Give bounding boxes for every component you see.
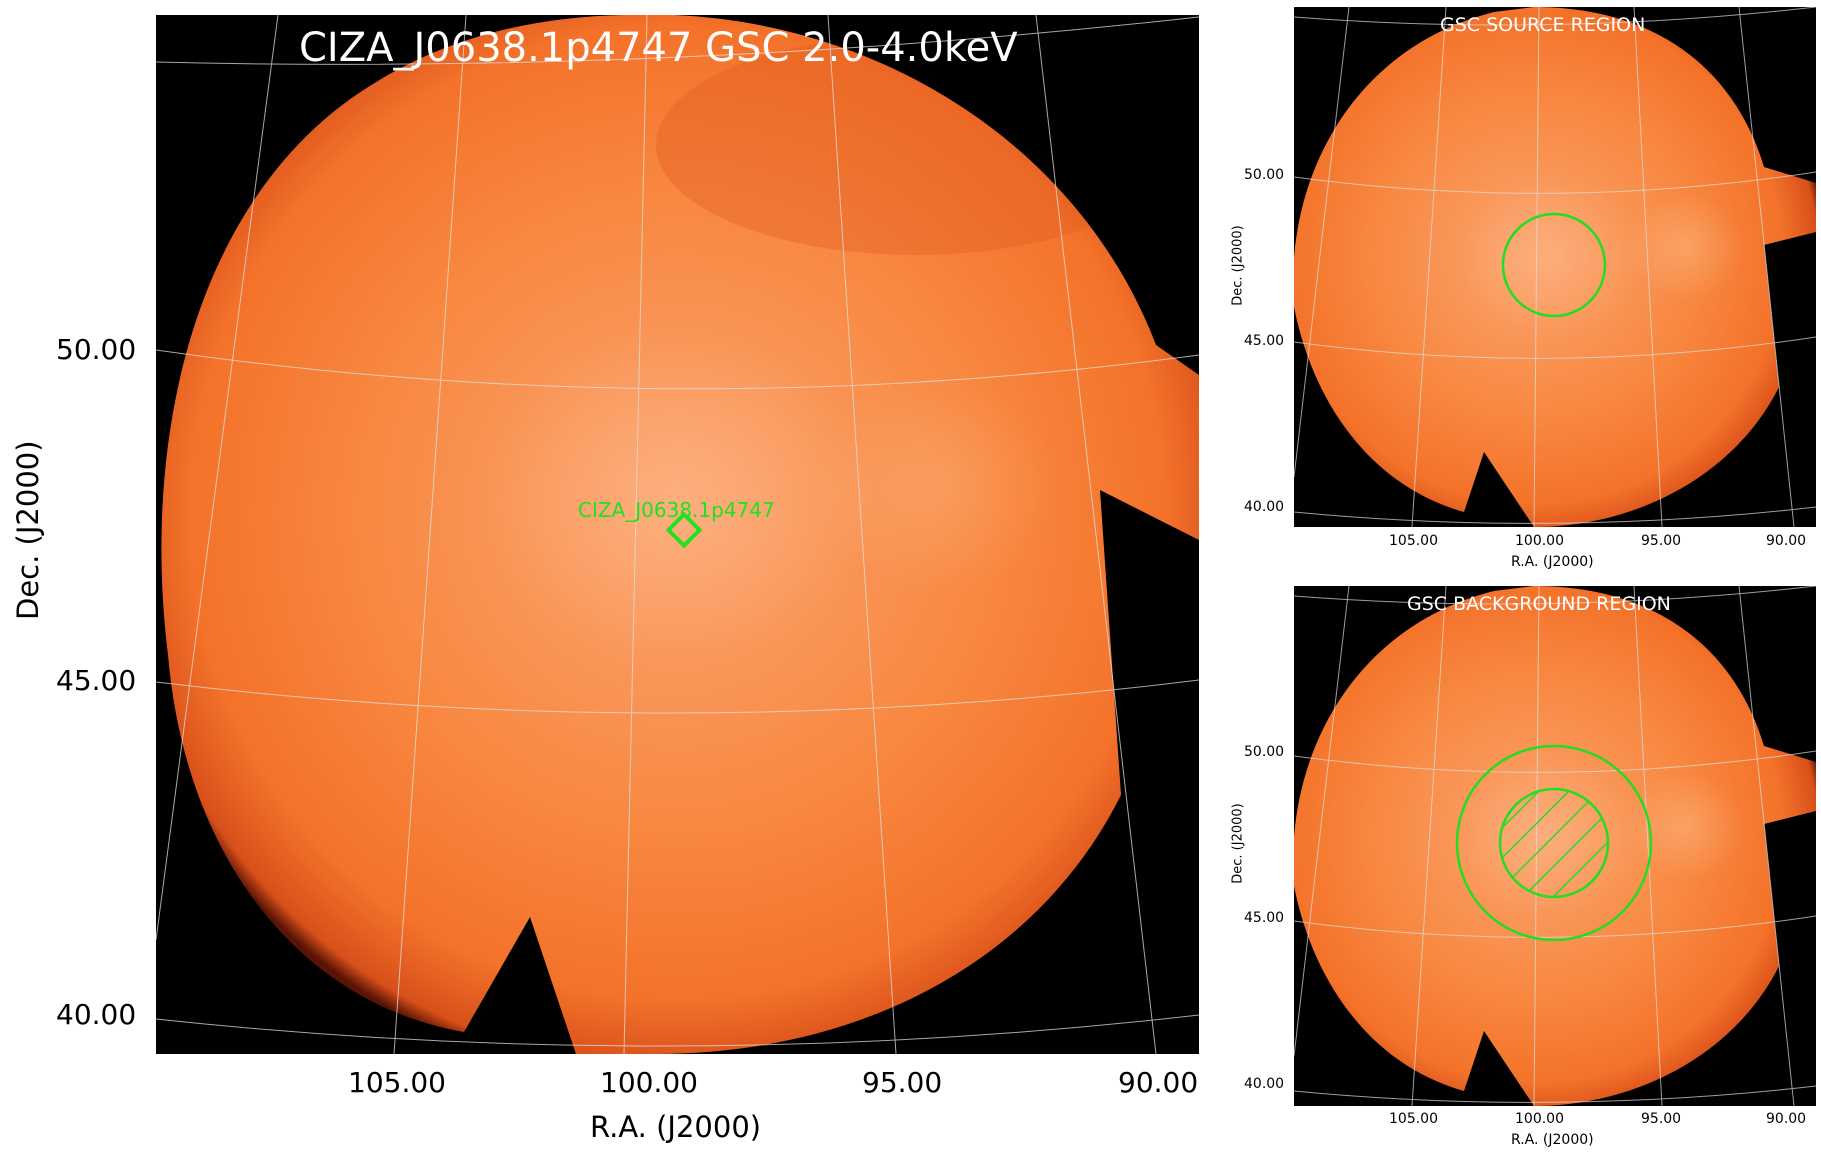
src-xtick-90: 90.00 xyxy=(1766,533,1807,549)
main-xtick-90: 90.00 xyxy=(1118,1066,1199,1099)
src-ylabel: Dec. (J2000) xyxy=(1230,225,1246,306)
bg-ytick-45: 45.00 xyxy=(1244,910,1285,926)
main-sky-map-graphic xyxy=(156,15,1199,1054)
main-xtick-95: 95.00 xyxy=(862,1066,943,1099)
bg-xtick-105: 105.00 xyxy=(1389,1111,1438,1127)
source-label: CIZA_J0638.1p4747 xyxy=(578,498,775,522)
bg-ytick-40: 40.00 xyxy=(1244,1076,1285,1092)
bg-xtick-100: 100.00 xyxy=(1515,1111,1564,1127)
main-ytick-40: 40.00 xyxy=(56,998,137,1031)
src-xtick-105: 105.00 xyxy=(1389,533,1438,549)
main-xtick-105: 105.00 xyxy=(348,1066,446,1099)
main-title: CIZA_J0638.1p4747 GSC 2.0-4.0keV xyxy=(299,25,1018,71)
background-region-graphic xyxy=(1294,586,1816,1106)
src-ytick-50: 50.00 xyxy=(1244,167,1285,183)
src-ytick-40: 40.00 xyxy=(1244,499,1285,515)
src-xtick-100: 100.00 xyxy=(1515,533,1564,549)
bg-xtick-95: 95.00 xyxy=(1641,1111,1682,1127)
source-marker xyxy=(665,511,703,549)
src-xtick-95: 95.00 xyxy=(1641,533,1682,549)
bg-ylabel: Dec. (J2000) xyxy=(1230,803,1246,884)
main-xtick-100: 100.00 xyxy=(600,1066,698,1099)
background-inner-circle xyxy=(1498,787,1610,899)
bg-xtick-90: 90.00 xyxy=(1766,1111,1807,1127)
main-sky-map: CIZA_J0638.1p4747 GSC 2.0-4.0keV CIZA_J0… xyxy=(156,15,1199,1054)
source-panel-title: GSC SOURCE REGION xyxy=(1440,14,1646,36)
background-panel-title: GSC BACKGROUND REGION xyxy=(1407,593,1671,615)
main-xlabel: R.A. (J2000) xyxy=(590,1110,762,1144)
bg-xlabel: R.A. (J2000) xyxy=(1511,1132,1594,1148)
background-annulus-outer xyxy=(1455,744,1653,942)
source-region-circle xyxy=(1501,212,1607,318)
src-ytick-45: 45.00 xyxy=(1244,333,1285,349)
bg-ytick-50: 50.00 xyxy=(1244,744,1285,760)
background-region-map: GSC BACKGROUND REGION xyxy=(1294,586,1816,1106)
source-region-map: GSC SOURCE REGION xyxy=(1294,7,1816,527)
main-ylabel: Dec. (J2000) xyxy=(11,440,45,620)
main-ytick-50: 50.00 xyxy=(56,333,137,366)
main-ytick-45: 45.00 xyxy=(56,664,137,697)
source-region-graphic xyxy=(1294,7,1816,527)
src-xlabel: R.A. (J2000) xyxy=(1511,554,1594,570)
